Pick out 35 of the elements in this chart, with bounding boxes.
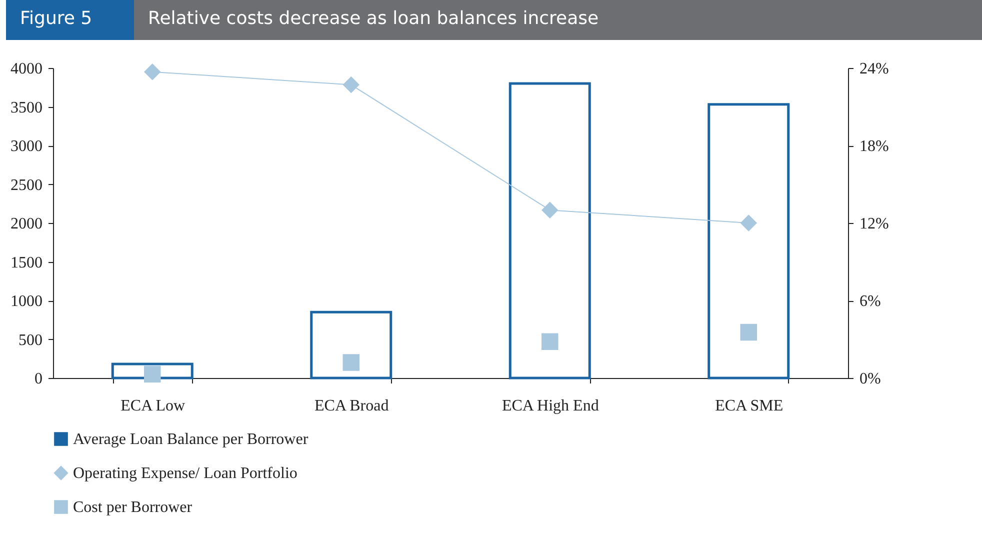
legend-label: Cost per Borrower [73, 499, 193, 516]
bar [508, 82, 591, 380]
y-tick-label: 3500 [10, 99, 42, 116]
x-tick-label: ECA Broad [314, 398, 389, 414]
y-tick-label: 1500 [10, 254, 42, 272]
bar [111, 362, 194, 380]
legend-label: Operating Expense/ Loan Portfolio [73, 465, 298, 482]
x-tick-label: ECA SME [715, 398, 784, 414]
legend-label: Average Loan Balance per Borrower [73, 431, 309, 448]
y2-tick-label: 18% [860, 138, 889, 155]
y2-tick-label: 12% [860, 216, 889, 232]
point [542, 202, 558, 218]
point [740, 214, 757, 232]
y2-tick-label: 24% [860, 60, 889, 78]
bar [708, 103, 790, 380]
point [144, 366, 161, 382]
chart-title: Relative costs decrease as loan balances increase [134, 0, 982, 40]
x-tick-label: ECA Low [120, 398, 186, 414]
bar [310, 310, 392, 380]
point [342, 76, 360, 94]
y-tick-label: 2000 [10, 216, 42, 232]
y-tick-label: 4000 [10, 60, 42, 78]
point [740, 324, 757, 341]
y2-tick-label: 0% [860, 370, 881, 388]
y-tick-label: 3000 [10, 138, 42, 155]
point [542, 333, 558, 350]
y-tick-label: 2500 [10, 176, 42, 194]
x-tick-label: ECA High End [502, 398, 599, 414]
y-tick-label: 500 [18, 332, 42, 349]
caption: Figure 5 [6, 0, 134, 40]
point [144, 64, 161, 80]
y-tick-label: 1000 [10, 293, 42, 310]
point [342, 354, 360, 371]
y-tick-label: 0 [34, 370, 42, 388]
y2-tick-label: 6% [860, 293, 881, 310]
